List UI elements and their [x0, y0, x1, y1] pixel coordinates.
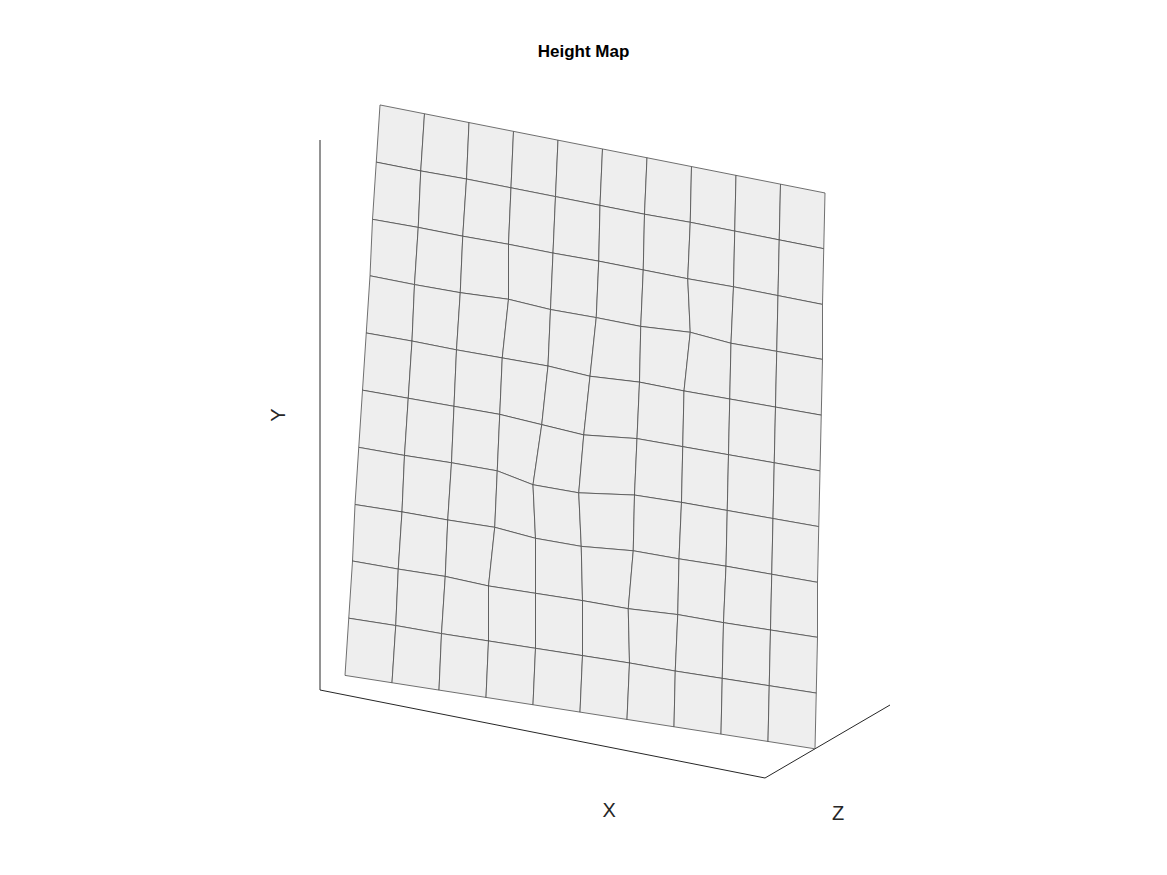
svg-text:Y: Y: [267, 408, 289, 421]
svg-text:Z: Z: [832, 802, 844, 824]
svg-text:X: X: [603, 799, 616, 821]
svg-text:Height Map: Height Map: [538, 42, 630, 61]
